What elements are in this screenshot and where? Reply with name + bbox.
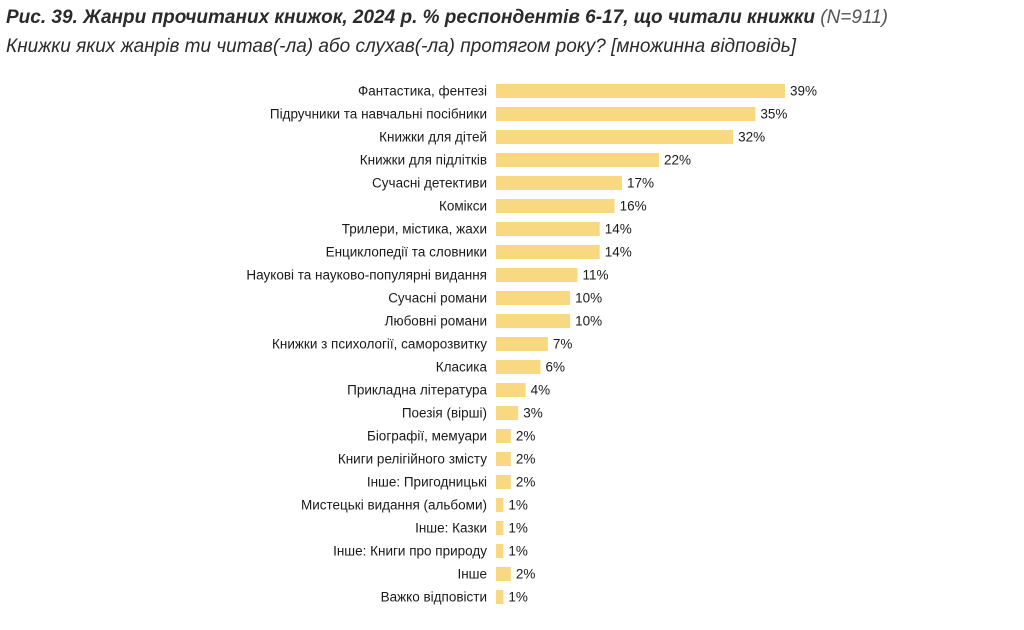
value-label: 14% — [605, 222, 632, 237]
bar — [496, 544, 504, 558]
category-label: Мистецькі видання (альбоми) — [301, 498, 487, 513]
bar — [496, 429, 511, 443]
value-label: 1% — [508, 544, 528, 559]
bar — [496, 130, 734, 144]
bar — [496, 337, 548, 351]
bar — [496, 452, 511, 466]
value-label: 2% — [516, 475, 536, 490]
value-label: 32% — [738, 130, 765, 145]
category-label: Прикладна література — [347, 383, 487, 398]
value-label: 14% — [605, 245, 632, 260]
category-label: Інше: Пригодницькі — [367, 475, 487, 490]
bar — [496, 406, 519, 420]
value-label: 7% — [553, 337, 573, 352]
bar — [496, 314, 571, 328]
category-label: Книжки для підлітків — [360, 153, 487, 168]
category-label: Важко відповісти — [381, 590, 487, 605]
value-label: 6% — [545, 360, 565, 375]
bar — [496, 268, 578, 282]
category-label: Наукові та науково-популярні видання — [246, 268, 487, 283]
value-label: 2% — [516, 429, 536, 444]
category-label: Сучасні детективи — [372, 176, 487, 191]
value-label: 16% — [620, 199, 647, 214]
bar — [496, 245, 600, 259]
category-label: Інше — [457, 567, 487, 582]
bar — [496, 498, 504, 512]
value-label: 1% — [508, 590, 528, 605]
value-label: 17% — [627, 176, 654, 191]
bar — [496, 84, 785, 98]
category-label: Інше: Казки — [415, 521, 487, 536]
chart-title: Рис. 39. Жанри прочитаних книжок, 2024 р… — [6, 7, 888, 29]
value-label: 35% — [760, 107, 787, 122]
category-label: Підручники та навчальні посібники — [270, 107, 487, 122]
bar — [496, 199, 615, 213]
value-label: 22% — [664, 153, 691, 168]
value-label: 11% — [583, 268, 609, 283]
bar — [496, 567, 511, 581]
value-label: 2% — [516, 567, 536, 582]
value-label: 10% — [575, 314, 602, 329]
bar — [496, 521, 504, 535]
bar — [496, 383, 526, 397]
category-label: Біографії, мемуари — [367, 429, 487, 444]
category-label: Комікси — [439, 199, 487, 214]
bar — [496, 153, 660, 167]
value-label: 1% — [508, 521, 528, 536]
value-label: 4% — [531, 383, 551, 398]
category-label: Любовні романи — [385, 314, 487, 329]
value-label: 10% — [575, 291, 602, 306]
chart-title-sample: (N=911) — [814, 7, 889, 28]
value-label: 2% — [516, 452, 536, 467]
category-label: Інше: Книги про природу — [333, 544, 487, 559]
bar — [496, 590, 504, 604]
bar — [496, 475, 511, 489]
chart-subtitle: Книжки яких жанрів ти читав(-ла) або слу… — [6, 36, 796, 57]
category-label: Трилери, містика, жахи — [342, 222, 487, 237]
bar — [496, 176, 622, 190]
category-label: Сучасні романи — [388, 291, 487, 306]
bar — [496, 291, 571, 305]
bar — [496, 107, 756, 121]
value-label: 3% — [523, 406, 543, 421]
category-label: Книжки для дітей — [379, 130, 487, 145]
category-label: Книжки з психології, саморозвитку — [272, 337, 487, 352]
value-label: 1% — [508, 498, 528, 513]
category-label: Фантастика, фентезі — [358, 84, 487, 99]
chart-title-main: Рис. 39. Жанри прочитаних книжок, 2024 р… — [6, 7, 815, 28]
category-label: Класика — [436, 360, 488, 375]
category-label: Поезія (вірші) — [402, 406, 487, 421]
bar — [496, 360, 541, 374]
category-label: Книги релігійного змісту — [338, 452, 487, 467]
bar — [496, 222, 600, 236]
value-label: 39% — [790, 84, 817, 99]
category-label: Енциклопедії та словники — [326, 245, 487, 260]
